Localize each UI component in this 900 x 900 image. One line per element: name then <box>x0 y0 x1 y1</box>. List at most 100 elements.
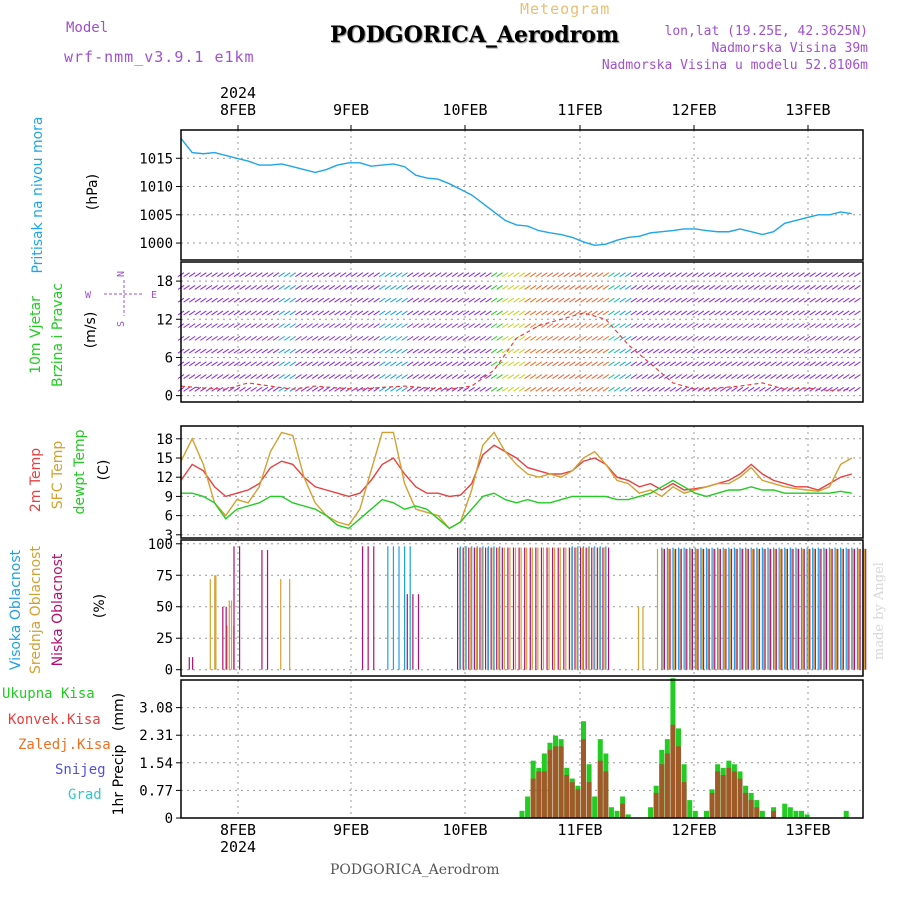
wind-barb <box>585 374 593 379</box>
wind-barb <box>501 386 509 392</box>
wind-barb <box>736 335 744 341</box>
wind-barb <box>211 285 218 290</box>
wind-barb <box>267 361 274 367</box>
wind-barb <box>563 348 570 354</box>
wind-barb <box>306 297 313 303</box>
wind-barb <box>423 323 431 329</box>
wind-barb <box>680 310 688 316</box>
wind-barb <box>831 285 839 290</box>
wind-barb <box>692 361 699 367</box>
wind-barb <box>501 297 509 303</box>
wind-barb <box>390 386 397 392</box>
wind-barb <box>580 285 587 290</box>
wind-barb <box>798 272 805 278</box>
wind-barb <box>675 285 682 290</box>
wind-barb <box>244 323 252 329</box>
wind-ytick-label-2: 12 <box>156 312 173 328</box>
wind-barb <box>401 285 408 290</box>
wind-barb <box>837 386 844 392</box>
wind-barb <box>591 272 598 278</box>
wind-barb <box>820 272 828 278</box>
wind-barb <box>267 297 274 303</box>
wind-barb <box>250 348 257 354</box>
wind-barb <box>759 348 766 354</box>
wind-barb <box>362 348 369 354</box>
wind-barb <box>842 374 850 379</box>
wind-barb <box>736 323 744 329</box>
wind-barb <box>647 297 654 303</box>
wind-barb <box>524 297 531 303</box>
wind-barb <box>624 335 632 341</box>
wind-barb <box>641 272 649 278</box>
wind-barb <box>496 374 503 379</box>
temperature-ytick-label-2: 9 <box>165 489 173 505</box>
wind-barb <box>406 374 414 379</box>
wind-barb <box>613 310 621 316</box>
wind-barb <box>507 285 515 290</box>
wind-barb <box>323 285 330 290</box>
wind-barb <box>507 297 515 303</box>
wind-barb <box>848 285 856 290</box>
wind-barb <box>490 297 498 303</box>
pressure-ytick-label-0: 1000 <box>139 236 173 252</box>
wind-barb <box>395 335 403 341</box>
wind-barb <box>183 297 190 303</box>
wind-barb <box>278 335 285 341</box>
wind-barb <box>384 272 392 278</box>
wind-barb <box>619 335 626 341</box>
temperature-ytick-label-0: 3 <box>165 528 173 544</box>
wind-barb <box>323 348 330 354</box>
wind-barb <box>541 297 548 303</box>
wind-barb <box>775 386 783 392</box>
wind-barb <box>451 285 459 290</box>
wind-barb <box>261 285 269 290</box>
precip-legend-4: Grad <box>68 787 102 803</box>
wind-barb <box>848 297 856 303</box>
wind-barb <box>636 285 643 290</box>
wind-barb <box>669 297 677 303</box>
wind-barb <box>518 310 526 316</box>
wind-barb <box>647 386 654 392</box>
wind-barb <box>546 310 554 316</box>
wind-barb <box>703 297 710 303</box>
wind-barb <box>803 297 811 303</box>
wind-barb <box>339 335 347 341</box>
wind-barb <box>680 297 688 303</box>
precip-ytick-label-0: 0 <box>165 811 173 827</box>
wind-barb <box>697 310 705 316</box>
wind-barb <box>183 361 190 367</box>
wind-barb <box>602 285 610 290</box>
wind-barb <box>518 361 526 367</box>
wind-barb <box>764 297 772 303</box>
wind-barb <box>401 386 408 392</box>
wind-barb <box>624 386 632 392</box>
wind-barb <box>362 323 369 329</box>
wind-barb <box>423 310 431 316</box>
wind-barb <box>295 297 302 303</box>
wind-barb <box>295 272 302 278</box>
wind-barb <box>613 272 621 278</box>
wind-barb <box>529 323 537 329</box>
wind-barb <box>736 361 744 367</box>
wind-barb <box>267 310 274 316</box>
wind-barb <box>418 386 425 392</box>
wind-barb <box>278 361 285 367</box>
wind-barb <box>216 323 224 329</box>
wind-barb <box>596 323 604 329</box>
wind-barb <box>323 272 330 278</box>
wind-barb <box>395 297 403 303</box>
wind-barb <box>630 285 638 290</box>
precip-bar <box>541 771 547 818</box>
wind-barb <box>529 285 537 290</box>
wind-barb <box>300 310 308 316</box>
wind-barb <box>563 374 570 379</box>
wind-barb <box>496 272 503 278</box>
wind-barb <box>529 374 537 379</box>
wind-barb <box>820 374 828 379</box>
wind-barb <box>289 361 297 367</box>
wind-barb <box>216 374 224 379</box>
wind-barb <box>803 361 811 367</box>
wind-barb <box>513 310 520 316</box>
wind-barb <box>462 272 470 278</box>
wind-barb <box>686 348 693 354</box>
